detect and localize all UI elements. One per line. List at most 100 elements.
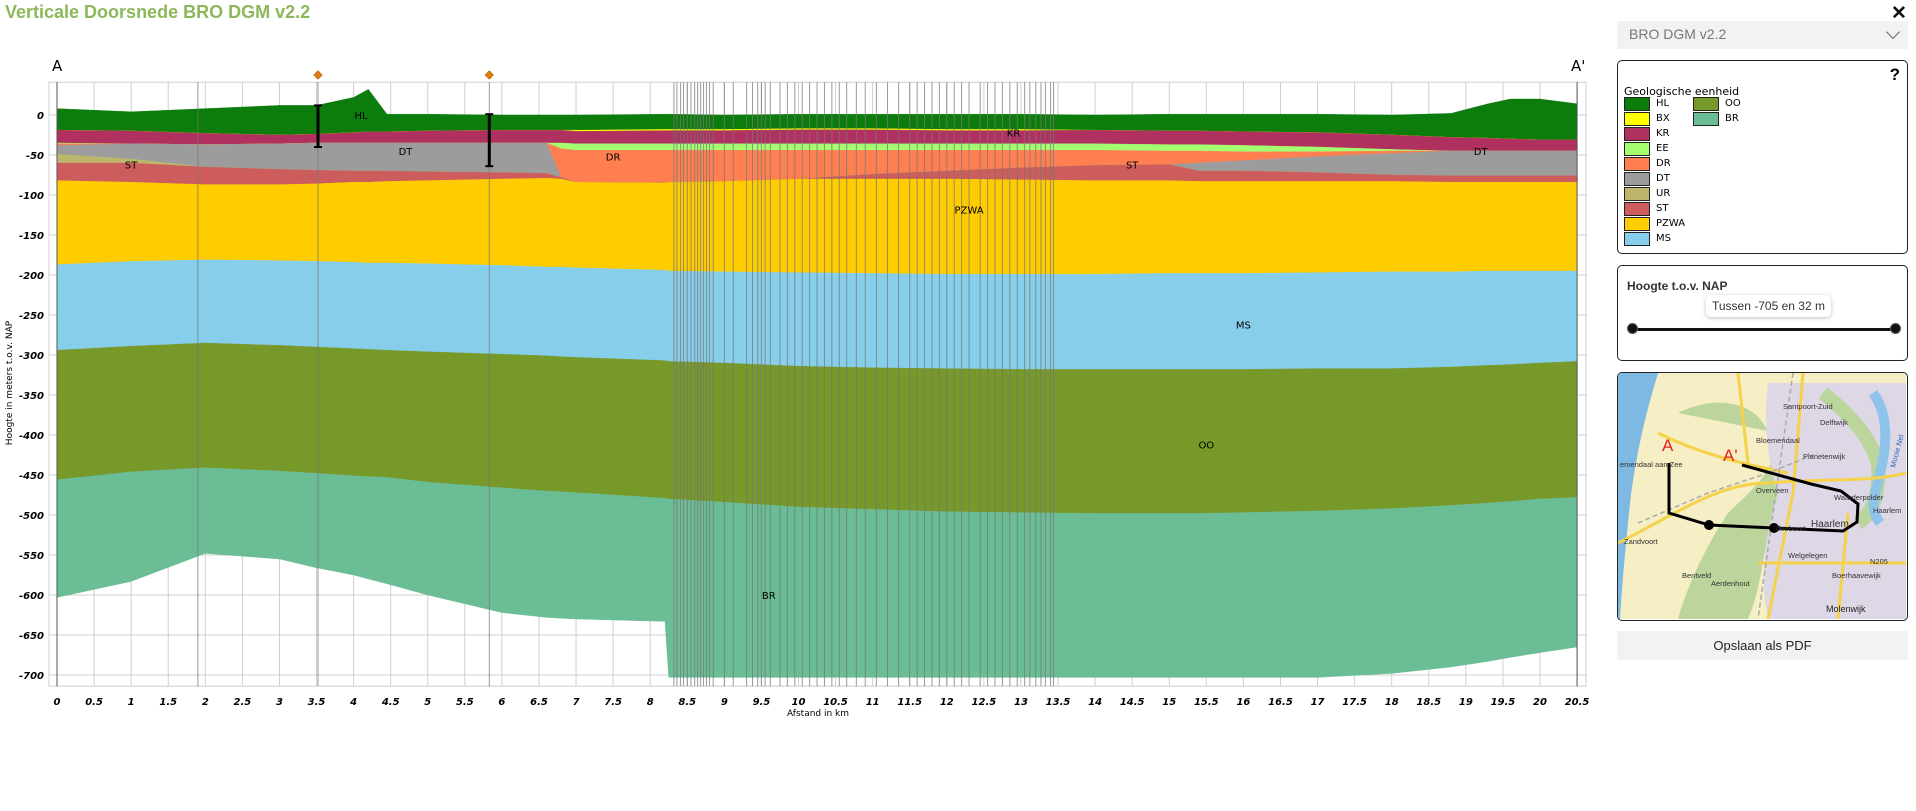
location-map[interactable]: A A' Santpoort-Zuid Delftwijk Bloemendaa… <box>1617 372 1908 621</box>
x-tick-label: 4 <box>349 697 357 708</box>
legend-panel: ? Geologische eenheid HL BX KR EE DR DT UR ST PZ… <box>1617 60 1908 254</box>
map-place: Molenwijk <box>1826 604 1866 614</box>
x-tick-label: 10 <box>792 697 806 708</box>
section-line <box>1667 463 1860 533</box>
map-place: Santpoort-Zuid <box>1783 402 1833 411</box>
layer-label: ST <box>125 161 138 172</box>
x-tick-label: 19.5 <box>1491 697 1516 708</box>
legend-swatch <box>1624 217 1650 231</box>
x-tick-label: 2.5 <box>234 697 252 708</box>
layer-labels: HL DT ST DR KR ST DT PZWA MS OO BR <box>125 111 1489 602</box>
slider-min-handle[interactable] <box>1627 323 1638 334</box>
map-place: Haarlem <box>1873 506 1901 515</box>
legend-swatch <box>1624 172 1650 186</box>
markers <box>313 70 494 168</box>
y-tick-label: -600 <box>19 591 44 602</box>
x-tick-label: 1 <box>128 697 135 708</box>
legend-label: PZWA <box>1656 218 1686 229</box>
legend-swatch <box>1624 187 1650 201</box>
x-tick-label: 16.5 <box>1268 697 1293 708</box>
borehole-marker-icon <box>484 70 494 80</box>
map-marker <box>1769 523 1779 533</box>
help-icon[interactable]: ? <box>1889 65 1900 84</box>
x-tick-label: 18 <box>1385 697 1399 708</box>
map-end-label: A' <box>1723 446 1738 465</box>
layer-label: BR <box>762 591 776 602</box>
x-tick-label: 13.5 <box>1046 697 1071 708</box>
map-place: deebuurt <box>1776 524 1807 533</box>
height-range-slider[interactable] <box>1631 328 1896 331</box>
x-tick-label: 9.5 <box>753 697 771 708</box>
x-tick-label: 1.5 <box>159 697 177 708</box>
layer-label: DT <box>1474 147 1489 158</box>
map-place: Waarderpolder <box>1834 493 1884 502</box>
x-tick-label: 19 <box>1459 697 1473 708</box>
map-place: Planetenwijk <box>1803 452 1845 461</box>
x-tick-label: 8.5 <box>678 697 696 708</box>
x-tick-label: 12 <box>940 697 954 708</box>
map-place: Bentveld <box>1682 571 1711 580</box>
x-tick-label: 5.5 <box>456 697 474 708</box>
end-label: A' <box>1571 57 1585 75</box>
legend-swatch <box>1624 97 1650 111</box>
x-tick-label: 0.5 <box>85 697 103 708</box>
y-axis-label: Hoogte in meters t.o.v. NAP <box>5 320 15 445</box>
x-tick-label: 13 <box>1014 697 1028 708</box>
height-filter-title: Hoogte t.o.v. NAP <box>1627 279 1728 293</box>
save-pdf-button[interactable]: Opslaan als PDF <box>1617 631 1908 660</box>
x-tick-label: 3.5 <box>308 697 326 708</box>
layer-label: DT <box>399 147 414 158</box>
boreholes <box>56 82 1578 687</box>
slider-max-handle[interactable] <box>1890 323 1901 334</box>
map-place: Boerhaavewijk <box>1832 571 1881 580</box>
ticks: 0 0.5 1 1.5 2 2.5 3 3.5 4 4.5 5 5.5 6 6.5 7 7.5 8 8.5 9 9.5… <box>19 111 1589 708</box>
legend-swatch <box>1693 97 1719 111</box>
layer-label: HL <box>354 111 368 122</box>
chevron-down-icon <box>1885 24 1901 40</box>
y-tick-label: -450 <box>19 471 44 482</box>
legend-label: DR <box>1656 158 1671 169</box>
map-start-label: A <box>1662 436 1674 455</box>
map-place: Zandvoort <box>1624 537 1659 546</box>
x-tick-label: 11.5 <box>897 697 922 708</box>
x-tick-label: 6 <box>498 697 505 708</box>
legend-label: EE <box>1656 143 1669 154</box>
legend-label: ST <box>1656 203 1669 214</box>
map-marker <box>1704 520 1714 530</box>
y-tick-label: -100 <box>19 191 44 202</box>
model-select[interactable]: BRO DGM v2.2 <box>1617 21 1908 49</box>
map-place: Delftwijk <box>1820 418 1848 427</box>
page-title: Verticale Doorsnede BRO DGM v2.2 <box>5 2 311 22</box>
y-tick-label: -250 <box>19 311 44 322</box>
y-tick-label: -700 <box>19 671 44 682</box>
x-tick-label: 20.5 <box>1565 697 1590 708</box>
map-canvas[interactable]: A A' Santpoort-Zuid Delftwijk Bloemendaa… <box>1618 373 1907 620</box>
legend-swatch <box>1624 202 1650 216</box>
x-tick-label: 16 <box>1236 697 1250 708</box>
x-axis-label: Afstand in km <box>787 709 849 719</box>
y-tick-label: -500 <box>19 511 44 522</box>
legend-label: OO <box>1725 98 1741 109</box>
x-tick-label: 4.5 <box>381 697 400 708</box>
x-tick-label: 11 <box>866 697 880 708</box>
x-tick-label: 12.5 <box>972 697 997 708</box>
x-tick-label: 8 <box>647 697 654 708</box>
legend-swatch <box>1624 127 1650 141</box>
legend-swatch <box>1624 232 1650 246</box>
start-label: A <box>52 57 63 75</box>
map-place: emendaal aan Zee <box>1620 460 1683 469</box>
y-tick-label: -150 <box>19 231 44 242</box>
y-tick-label: -200 <box>19 271 44 282</box>
x-tick-label: 14 <box>1088 697 1102 708</box>
x-tick-label: 15.5 <box>1194 697 1219 708</box>
legend-title: Geologische eenheid <box>1624 85 1740 98</box>
x-tick-label: 0 <box>54 697 61 708</box>
x-tick-label: 15 <box>1162 697 1176 708</box>
y-tick-label: -400 <box>19 431 44 442</box>
map-place: Aerdenhout <box>1711 579 1751 588</box>
legend-swatch <box>1624 157 1650 171</box>
y-tick-label: -50 <box>26 151 44 162</box>
y-tick-label: -300 <box>19 351 44 362</box>
close-icon[interactable]: ✕ <box>1891 3 1907 24</box>
layer-label: KR <box>1007 129 1021 140</box>
